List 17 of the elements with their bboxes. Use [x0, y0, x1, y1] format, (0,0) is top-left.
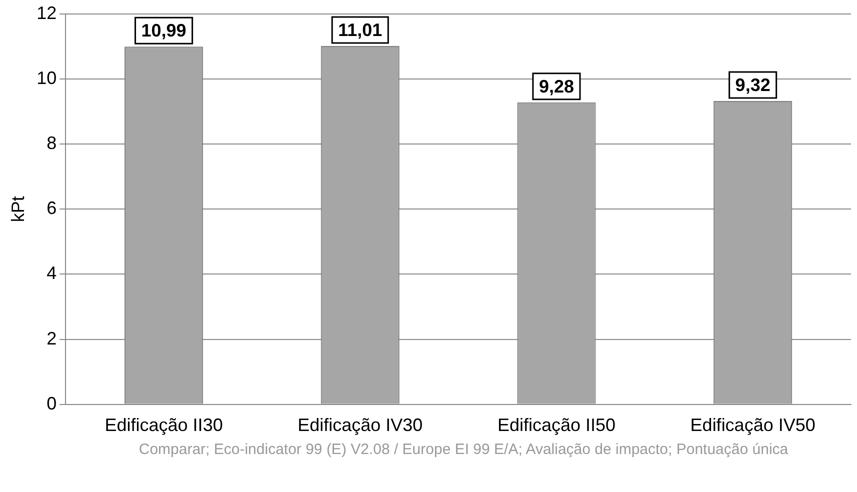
y-tick-label: 8 [46, 132, 57, 153]
x-tick-label: Edificação II50 [497, 415, 616, 436]
x-tick-label: Edificação IV50 [690, 415, 816, 436]
y-tick-label: 10 [36, 68, 57, 88]
y-axis-title: kPt [8, 196, 28, 222]
x-tick-label: Edificação II30 [104, 415, 223, 436]
y-tick-label: 4 [46, 263, 57, 284]
data-label: 11,01 [338, 20, 382, 40]
x-tick-label: Edificação IV30 [298, 415, 423, 436]
data-label: 10,99 [141, 20, 186, 41]
y-tick-label: 0 [46, 393, 57, 414]
y-tick-label: 6 [46, 198, 57, 218]
data-label: 9,32 [735, 75, 770, 96]
text: Comparar; Eco-indicator 99 (E) V2.08 / Europe EI 99 E/A; Avaliação de impacto; Pontuação única [138, 440, 790, 459]
data-label: 9,28 [538, 76, 574, 96]
y-tick-label: 2 [46, 328, 57, 348]
y-tick-label: 12 [36, 2, 57, 23]
